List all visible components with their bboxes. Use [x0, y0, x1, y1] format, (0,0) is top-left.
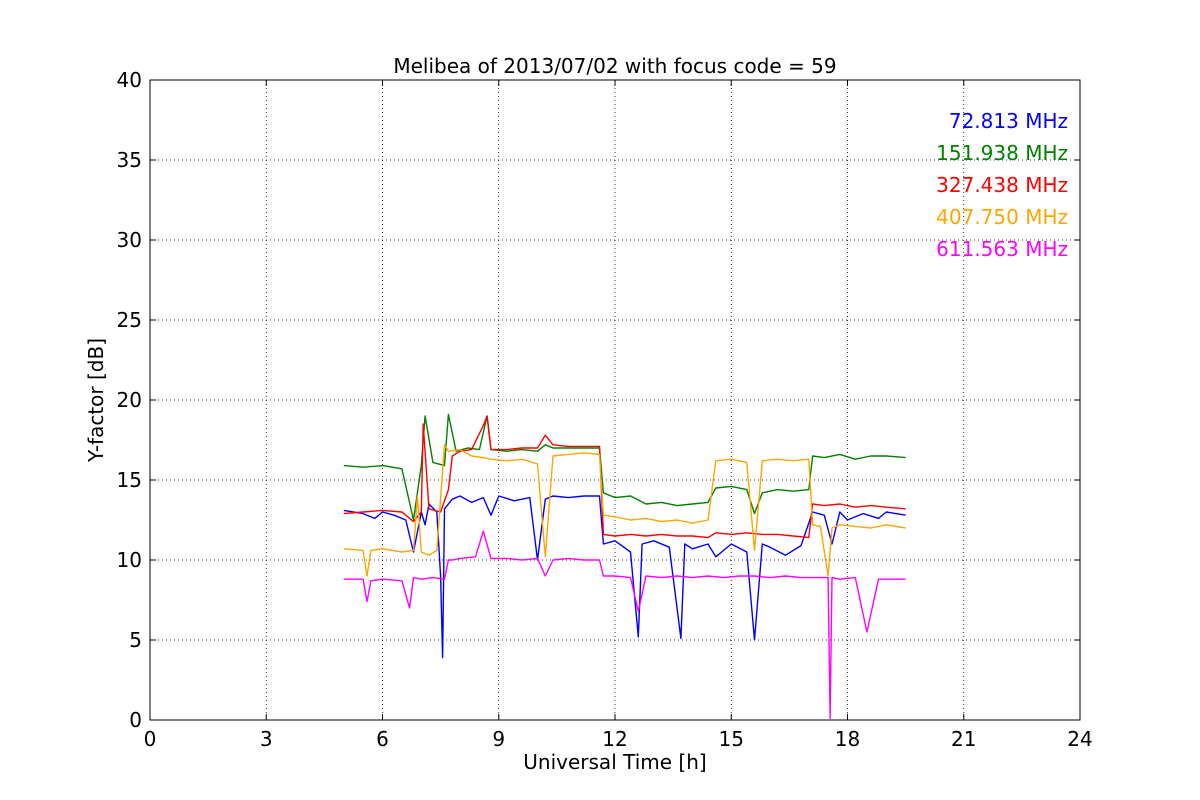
- y-tick-label: 15: [117, 468, 142, 492]
- series-line-3: [343, 444, 906, 577]
- y-tick-label: 20: [117, 388, 142, 412]
- series-line-2: [343, 415, 906, 539]
- x-axis-title: Universal Time [h]: [523, 750, 706, 774]
- series-line-0: [343, 495, 906, 659]
- legend-entry-4: 611.563 MHz: [936, 237, 1068, 261]
- y-tick-label: 25: [117, 308, 142, 332]
- chart-title: Melibea of 2013/07/02 with focus code = …: [393, 54, 836, 78]
- tick-marks: [149, 79, 1081, 721]
- y-tick-label: 40: [117, 68, 142, 92]
- series-layer: [343, 413, 906, 720]
- x-tick-label: 12: [602, 727, 627, 751]
- x-tick-label: 21: [951, 727, 976, 751]
- legend-entry-3: 407.750 MHz: [936, 205, 1068, 229]
- y-tick-label: 30: [117, 228, 142, 252]
- y-tick-label: 5: [129, 628, 142, 652]
- y-tick-label: 0: [129, 708, 142, 732]
- y-tick-label: 35: [117, 148, 142, 172]
- legend: 72.813 MHz 151.938 MHz 327.438 MHz 407.750 …: [936, 109, 1068, 261]
- x-tick-label: 6: [376, 727, 389, 751]
- legend-entry-2: 327.438 MHz: [936, 173, 1068, 197]
- x-tick-label: 0: [144, 727, 157, 751]
- x-tick-label: 3: [260, 727, 273, 751]
- x-tick-label: 24: [1067, 727, 1092, 751]
- grid: [150, 80, 1080, 720]
- series-line-4: [343, 530, 906, 720]
- y-tick-label: 10: [117, 548, 142, 572]
- x-tick-labels: 0 3 6 9 12 15 18 21 24: [144, 727, 1093, 751]
- y-axis-title: Y-factor [dB]: [84, 338, 108, 463]
- legend-entry-1: 151.938 MHz: [936, 141, 1068, 165]
- x-tick-label: 18: [835, 727, 860, 751]
- series-line-1: [343, 413, 906, 521]
- legend-entry-0: 72.813 MHz: [949, 109, 1068, 133]
- x-tick-label: 15: [719, 727, 744, 751]
- y-tick-labels: 0 5 10 15 20 25 30 35 40: [117, 68, 142, 732]
- x-tick-label: 9: [492, 727, 505, 751]
